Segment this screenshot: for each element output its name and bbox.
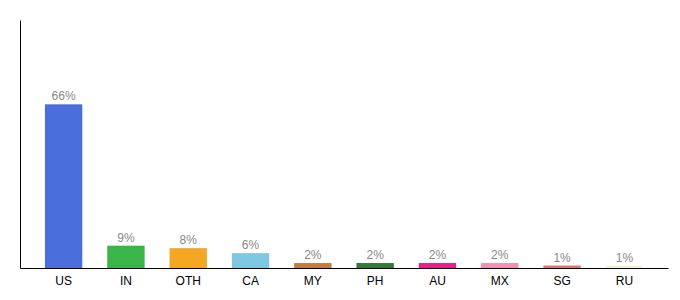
data-label: 2% bbox=[366, 248, 384, 262]
bars bbox=[45, 104, 643, 268]
x-tick-label: AU bbox=[429, 274, 446, 288]
bar bbox=[45, 104, 82, 268]
x-tick-label: MY bbox=[304, 274, 322, 288]
x-tick: MY bbox=[304, 274, 322, 288]
data-label: 1% bbox=[616, 251, 634, 265]
x-tick: PH bbox=[367, 274, 384, 288]
bar bbox=[606, 266, 643, 268]
data-label: 2% bbox=[491, 248, 509, 262]
data-label: 8% bbox=[180, 233, 198, 247]
bar bbox=[232, 253, 269, 268]
data-label: 6% bbox=[242, 238, 260, 252]
x-tick-label: RU bbox=[616, 274, 633, 288]
x-tick-label: PH bbox=[367, 274, 384, 288]
x-tick: OTH bbox=[176, 274, 201, 288]
data-label: 1% bbox=[553, 251, 571, 265]
data-label: 66% bbox=[52, 89, 76, 103]
x-axis: US IN OTH CA MY PH AU MX SG RU bbox=[21, 269, 669, 288]
x-tick: IN bbox=[120, 274, 132, 288]
y-axis bbox=[20, 21, 21, 269]
y-axis-line bbox=[20, 21, 21, 269]
x-axis-line bbox=[21, 268, 669, 269]
plot: 66% 9% 8% 6% 2% 2% 2% 2% 1% 1% US IN OTH CA MY PH AU MX SG… bbox=[21, 21, 669, 288]
bar bbox=[481, 263, 518, 268]
x-tick: MX bbox=[491, 274, 509, 288]
data-labels: 66% 9% 8% 6% 2% 2% 2% 2% 1% 1% bbox=[52, 89, 634, 264]
x-tick-label: SG bbox=[553, 274, 570, 288]
chart: 66% 9% 8% 6% 2% 2% 2% 2% 1% 1% US IN OTH CA MY PH AU MX SG… bbox=[0, 0, 680, 300]
x-tick: CA bbox=[242, 274, 259, 288]
x-tick-label: OTH bbox=[176, 274, 201, 288]
x-tick: RU bbox=[616, 274, 633, 288]
bar bbox=[107, 246, 144, 268]
x-tick-label: MX bbox=[491, 274, 509, 288]
data-label: 9% bbox=[117, 231, 135, 245]
x-tick: SG bbox=[553, 274, 570, 288]
bar bbox=[543, 266, 580, 268]
data-label: 2% bbox=[304, 248, 322, 262]
x-tick-label: IN bbox=[120, 274, 132, 288]
x-tick: AU bbox=[429, 274, 446, 288]
bar bbox=[356, 263, 393, 268]
x-tick-label: US bbox=[55, 274, 72, 288]
bar bbox=[419, 263, 456, 268]
data-label: 2% bbox=[429, 248, 447, 262]
bar bbox=[170, 248, 207, 268]
x-tick: US bbox=[55, 274, 72, 288]
x-tick-label: CA bbox=[242, 274, 259, 288]
bar bbox=[294, 263, 331, 268]
